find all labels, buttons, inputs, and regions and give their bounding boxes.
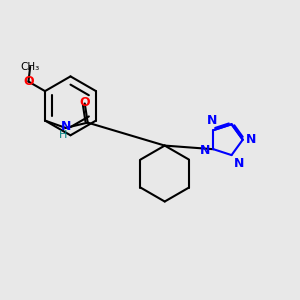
Text: N: N [246, 133, 257, 146]
Text: N: N [200, 144, 211, 157]
Text: O: O [23, 75, 34, 88]
Text: N: N [60, 120, 71, 133]
Text: H: H [59, 130, 68, 140]
Text: N: N [207, 114, 217, 127]
Text: N: N [234, 158, 244, 170]
Text: O: O [80, 95, 90, 109]
Text: CH₃: CH₃ [20, 62, 40, 72]
